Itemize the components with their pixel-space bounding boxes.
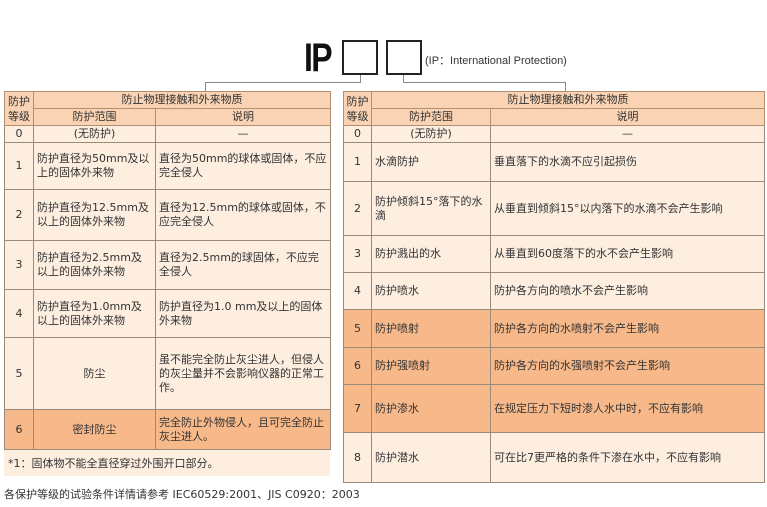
level: 1	[343, 142, 372, 182]
table-row-highlighted: 6 防护强喷射 防护各方向的水强喷射不会产生影响	[343, 347, 765, 385]
level: 8	[343, 432, 372, 483]
desc: 垂直落下的水滴不应引起损伤	[490, 142, 765, 182]
scope: 防护强喷射	[371, 347, 491, 385]
desc: 从垂直到倾斜15°以内落下的水滴不会产生影响	[490, 181, 765, 236]
desc: 从垂直到60度落下的水不会产生影响	[490, 235, 765, 273]
scope-header: 防护范围	[33, 108, 156, 126]
table-row: 5 防尘 虽不能完全防止灰尘进人，但侵人的灰尘量并不会影响仪器的正常工作。	[4, 337, 331, 410]
desc-header: 说明	[155, 108, 331, 126]
group-header: 防止物理接触和外来物质	[371, 91, 765, 109]
scope: 防护溅出的水	[371, 235, 491, 273]
connector	[360, 75, 361, 83]
scope: 防护潜水	[371, 432, 491, 483]
desc: 可在比7更严格的条件下渗在水中，不应有影响	[490, 432, 765, 483]
scope: 防护直径为50mm及以上的固体外来物	[33, 142, 156, 190]
desc: 防护各方向的喷水不会产生影响	[490, 272, 765, 310]
desc: 防护各方向的水强喷射不会产生影响	[490, 347, 765, 385]
table-row-highlighted: 6 密封防尘 完全防止外物侵人，且可完全防止灰尘进人。	[4, 409, 331, 450]
desc: 直径为2.5mm的球固体，不应完全侵人	[155, 240, 331, 290]
table-row-highlighted: 7 防护渗水 在规定压力下短时渗人水中时，不应有影响	[343, 384, 765, 433]
table-row: 1 防护直径为50mm及以上的固体外来物 直径为50mm的球体或固体，不应完全侵人	[4, 142, 331, 190]
desc-header: 说明	[490, 108, 765, 126]
connector	[205, 82, 206, 91]
group-header: 防止物理接触和外来物质	[33, 91, 331, 109]
table-row: 2 防护直径为12.5mm及以上的固体外来物 直径为12.5mm的球体或固体，不应完…	[4, 189, 331, 241]
desc: 直径为50mm的球体或固体，不应完全侵人	[155, 142, 331, 190]
level: 4	[4, 289, 34, 338]
scope: (无防护)	[371, 125, 491, 143]
ip-title: IP	[304, 36, 333, 80]
table-row: 1 水滴防护 垂直落下的水滴不应引起损伤	[343, 142, 765, 182]
level: 3	[343, 235, 372, 273]
scope: 防护直径为1.0mm及以上的固体外来物	[33, 289, 156, 338]
connector	[205, 82, 361, 83]
level: 0	[343, 125, 372, 143]
level: 1	[4, 142, 34, 190]
scope: 防护渗水	[371, 384, 491, 433]
scope: 防尘	[33, 337, 156, 410]
table-row: 3 防护溅出的水 从垂直到60度落下的水不会产生影响	[343, 235, 765, 273]
desc: —	[155, 125, 331, 143]
second-digit-box	[386, 40, 422, 75]
connector	[403, 75, 404, 83]
scope: 水滴防护	[371, 142, 491, 182]
level: 2	[343, 181, 372, 236]
table-row: 3 防护直径为2.5mm及以上的固体外来物 直径为2.5mm的球固体，不应完全侵人	[4, 240, 331, 290]
level: 5	[343, 309, 372, 348]
level: 3	[4, 240, 34, 290]
scope: 防护倾斜15°落下的水滴	[371, 181, 491, 236]
table-row: 0 (无防护) —	[4, 125, 331, 143]
scope: 防护喷水	[371, 272, 491, 310]
table-row: 4 防护直径为1.0mm及以上的固体外来物 防护直径为1.0 mm及以上的固体外来物	[4, 289, 331, 338]
desc: 防护直径为1.0 mm及以上的固体外来物	[155, 289, 331, 338]
scope: (无防护)	[33, 125, 156, 143]
grade-header: 防护等级	[4, 91, 34, 126]
desc: —	[490, 125, 765, 143]
level: 4	[343, 272, 372, 310]
desc: 完全防止外物侵人，且可完全防止灰尘进人。	[155, 409, 331, 450]
desc: 直径为12.5mm的球体或固体，不应完全侵人	[155, 189, 331, 241]
ip-subtitle: (IP：International Protection)	[425, 55, 567, 67]
solid-protection-table: 防护等级 防止物理接触和外来物质 防护范围 说明 0 (无防护) — 1 防护直径为50m…	[4, 91, 331, 450]
table-row: 8 防护潜水 可在比7更严格的条件下渗在水中，不应有影响	[343, 432, 765, 483]
connector	[403, 82, 565, 83]
table-row: 0 (无防护) —	[343, 125, 765, 143]
level: 0	[4, 125, 34, 143]
table-row: 4 防护喷水 防护各方向的喷水不会产生影响	[343, 272, 765, 310]
first-digit-box	[342, 40, 378, 75]
table-row: 2 防护倾斜15°落下的水滴 从垂直到倾斜15°以内落下的水滴不会产生影响	[343, 181, 765, 236]
footnote: *1：固体物不能全直径穿过外围开口部分。	[4, 450, 330, 476]
desc: 在规定压力下短时渗人水中时，不应有影响	[490, 384, 765, 433]
level: 6	[4, 409, 34, 450]
level: 2	[4, 189, 34, 241]
scope: 防护直径为12.5mm及以上的固体外来物	[33, 189, 156, 241]
water-protection-table: 防护等级 防止物理接触和外来物质 防护范围 说明 0 (无防护) — 1 水滴防护 垂直落下…	[343, 91, 765, 483]
scope: 防护直径为2.5mm及以上的固体外来物	[33, 240, 156, 290]
table-row-highlighted: 5 防护喷射 防护各方向的水喷射不会产生影响	[343, 309, 765, 348]
level: 5	[4, 337, 34, 410]
reference-footer: 各保护等级的试验条件详情请参考 IEC60529:2001、JIS C0920：…	[4, 488, 360, 501]
scope: 密封防尘	[33, 409, 156, 450]
scope-header: 防护范围	[371, 108, 491, 126]
desc: 虽不能完全防止灰尘进人，但侵人的灰尘量并不会影响仪器的正常工作。	[155, 337, 331, 410]
desc: 防护各方向的水喷射不会产生影响	[490, 309, 765, 348]
connector	[565, 82, 566, 91]
scope: 防护喷射	[371, 309, 491, 348]
grade-header: 防护等级	[343, 91, 372, 126]
level: 7	[343, 384, 372, 433]
level: 6	[343, 347, 372, 385]
